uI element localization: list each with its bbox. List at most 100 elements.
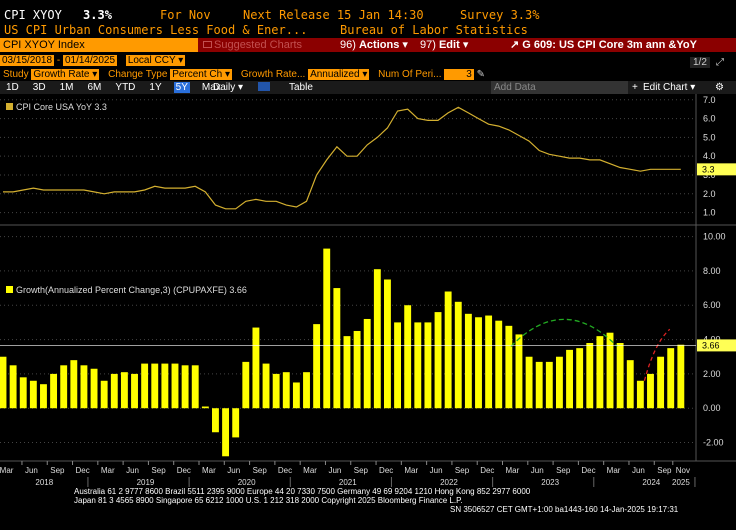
period-button-3d[interactable]: 3D <box>32 82 46 93</box>
bar-y-tick-label: -2.00 <box>703 438 724 448</box>
bar <box>181 365 189 409</box>
x-year-label: 2022 <box>440 478 458 487</box>
bar <box>454 301 462 409</box>
bar <box>444 291 452 409</box>
change-type-label: Change Type <box>108 69 168 80</box>
pencil-icon[interactable]: ✎ <box>476 69 486 80</box>
x-month-label: Sep <box>151 466 166 475</box>
period-button-1m[interactable]: 1M <box>59 82 74 93</box>
bar <box>647 373 654 409</box>
period-button-1y[interactable]: 1Y <box>149 82 162 93</box>
bar <box>596 336 604 409</box>
bar <box>485 315 493 409</box>
source: Bureau of Labor Statistics <box>340 23 528 37</box>
description: US CPI Urban Consumers Less Food & Ener.… <box>4 23 308 37</box>
bar <box>384 279 391 409</box>
bar <box>626 360 634 409</box>
change-type-select[interactable]: Percent Ch ▾ <box>170 69 233 80</box>
chevron-down-icon: ▾ <box>462 39 469 51</box>
bar <box>40 384 47 409</box>
gear-icon[interactable]: ⚙ <box>715 82 724 93</box>
bar <box>19 377 27 409</box>
period-button-ytd[interactable]: YTD <box>115 82 136 93</box>
x-year-label: 2019 <box>137 478 155 487</box>
line-chart-icon <box>258 82 270 91</box>
security-input[interactable]: CPI XYOY Index <box>0 38 198 52</box>
bar <box>657 356 665 409</box>
num-periods-input[interactable]: 3 <box>444 69 474 80</box>
bar <box>252 327 260 409</box>
chart-title: ↗ G 609: US CPI Core 3m ann &YoY <box>510 39 697 51</box>
zoom-icon[interactable]: + <box>632 82 638 93</box>
bar <box>232 408 240 438</box>
period-button-6m[interactable]: 6M <box>87 82 102 93</box>
bar <box>363 318 371 409</box>
x-month-label: Sep <box>50 466 65 475</box>
period-button-5y[interactable]: 5Y <box>173 82 190 93</box>
x-month-label: Mar <box>404 466 418 475</box>
start-date-input[interactable]: 03/15/2018 <box>0 55 55 66</box>
fullscreen-icon[interactable]: ⤢ <box>716 57 724 68</box>
x-year-label: 2021 <box>339 478 357 487</box>
study-select[interactable]: Growth Rate ▾ <box>31 69 100 80</box>
x-month-label: Jun <box>227 466 240 475</box>
x-month-label: Mar <box>607 466 621 475</box>
bar <box>80 365 88 409</box>
bar <box>414 322 422 409</box>
x-month-label: Mar <box>101 466 115 475</box>
x-month-label: Sep <box>253 466 268 475</box>
bar <box>515 334 523 409</box>
x-year-label: 2025 <box>672 478 690 487</box>
num-periods-label: Num Of Peri... <box>378 69 442 80</box>
bar <box>292 382 300 409</box>
legend-swatch <box>6 286 13 293</box>
bar <box>90 368 98 409</box>
x-year-label: 2024 <box>642 478 660 487</box>
line-y-axis-labels: 1.02.03.04.05.06.07.0 <box>703 95 716 218</box>
bar <box>141 363 149 409</box>
bar <box>373 269 381 409</box>
end-date-input[interactable]: 01/14/2025 <box>62 55 118 66</box>
x-month-label: Mar <box>303 466 317 475</box>
external-link-icon[interactable]: ↗ <box>510 39 520 51</box>
bar-series <box>0 248 685 457</box>
period-button-1d[interactable]: 1D <box>6 82 19 93</box>
x-month-label: Jun <box>531 466 544 475</box>
bar <box>667 348 675 409</box>
currency-select[interactable]: Local CCY ▾ <box>125 55 186 66</box>
suggested-charts-button[interactable]: Suggested Charts <box>203 38 302 52</box>
page-indicator: 1/2 <box>690 57 710 68</box>
legend-swatch <box>6 103 13 110</box>
chart-type-button[interactable] <box>258 82 270 94</box>
actions-button[interactable]: 96) Actions ▾ <box>340 39 408 51</box>
line-y-tick-label: 6.0 <box>703 114 716 124</box>
table-button[interactable]: Table <box>289 82 313 93</box>
bar <box>323 248 331 409</box>
bar <box>505 325 513 409</box>
x-month-label: Sep <box>556 466 571 475</box>
ticker-value: 3.3% <box>83 8 112 22</box>
ticker: CPI XYOY <box>4 8 62 22</box>
growth-rate-select[interactable]: Annualized ▾ <box>308 69 370 80</box>
bar <box>677 344 685 409</box>
edit-chart-button[interactable]: Edit Chart ▾ <box>643 82 696 93</box>
x-month-label: Jun <box>328 466 341 475</box>
bar <box>434 312 442 409</box>
period-button-max[interactable]: Max <box>201 82 221 93</box>
bar <box>171 363 179 409</box>
date-range: 03/15/2018 - 01/14/2025 Local CCY ▾ <box>0 55 186 66</box>
bar <box>555 356 563 409</box>
x-year-label: 2018 <box>35 478 53 487</box>
bar <box>100 380 108 409</box>
bar <box>212 408 219 433</box>
bar <box>272 373 280 409</box>
bar <box>525 356 533 409</box>
bar <box>313 324 321 409</box>
bar-y-tick-label: 0.00 <box>703 403 721 413</box>
last-value-badge <box>697 339 736 352</box>
edit-button[interactable]: 97) Edit ▾ <box>420 39 469 51</box>
bar <box>70 360 78 409</box>
frequency-select[interactable]: Daily ▾ <box>213 82 244 93</box>
bar-y-tick-label: 2.00 <box>703 369 721 379</box>
add-data-input[interactable]: Add Data <box>491 81 628 94</box>
